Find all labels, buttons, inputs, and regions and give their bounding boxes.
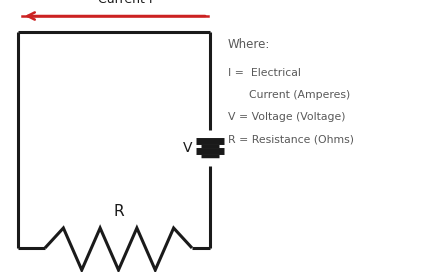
Text: Current (Amperes): Current (Amperes)	[228, 90, 350, 100]
Text: I =  Electrical: I = Electrical	[228, 68, 301, 78]
Text: Where:: Where:	[228, 38, 270, 51]
Text: V: V	[183, 141, 193, 155]
Text: R = Resistance (Ohms): R = Resistance (Ohms)	[228, 134, 354, 144]
Text: Current I: Current I	[98, 0, 152, 6]
Text: V = Voltage (Voltage): V = Voltage (Voltage)	[228, 112, 345, 122]
Text: R: R	[113, 205, 124, 220]
